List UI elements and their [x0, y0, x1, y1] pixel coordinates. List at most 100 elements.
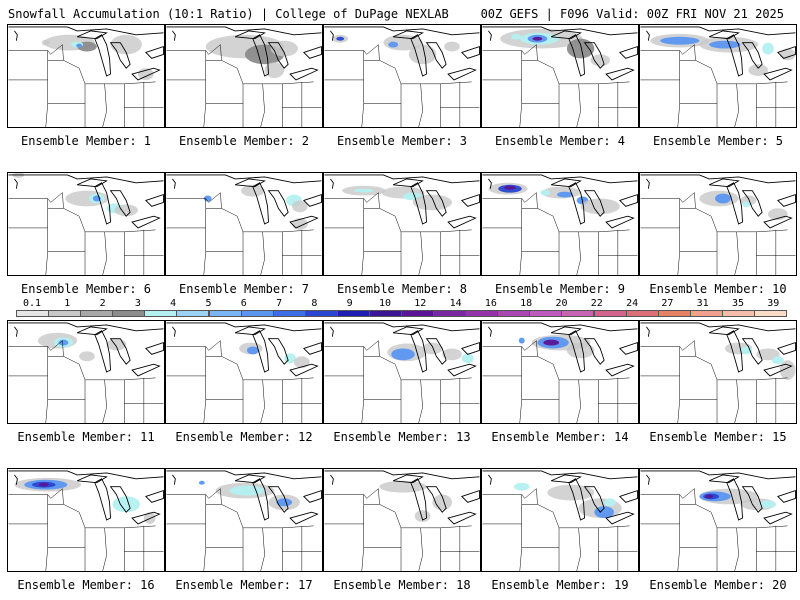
lake-outline: [550, 474, 582, 484]
state-border: [102, 83, 107, 127]
lake-outline: [8, 470, 164, 480]
snowfall-contour: [557, 191, 573, 198]
lake-outline: [267, 338, 289, 365]
state-border: [734, 231, 739, 275]
lake-outline: [8, 26, 164, 36]
lake-outline: [461, 341, 480, 355]
state-border: [361, 547, 364, 571]
state-border: [578, 525, 630, 529]
legend-tick-label: 2: [99, 298, 106, 309]
lake-outline: [303, 193, 322, 207]
state-border: [166, 198, 209, 203]
state-border: [205, 79, 244, 104]
lake-outline: [94, 330, 111, 373]
lake-outline: [583, 190, 605, 217]
snowfall-contour: [264, 62, 285, 78]
state-border: [694, 192, 718, 252]
state-border: [203, 399, 206, 423]
lake-outline: [324, 322, 480, 332]
state-border: [418, 231, 423, 275]
lake-outline: [646, 178, 650, 189]
snowfall-contour: [110, 34, 142, 55]
state-border: [366, 488, 379, 499]
state-border: [418, 379, 423, 423]
snowfall-contour: [760, 500, 776, 509]
legend-swatch: [561, 310, 595, 317]
snowfall-contour: [705, 494, 714, 499]
state-border: [640, 346, 680, 377]
snowfall-contour: [779, 48, 796, 61]
ensemble-member-map: [323, 172, 481, 276]
lake-outline: [741, 486, 763, 513]
lake-outline: [763, 511, 793, 525]
state-border: [640, 494, 680, 525]
state-border: [45, 399, 48, 423]
state-border: [324, 346, 367, 351]
lake-outline: [267, 42, 289, 69]
state-border: [482, 346, 525, 351]
legend-tick-label: 16: [484, 298, 497, 309]
lake-outline: [619, 489, 638, 503]
snowfall-contour: [292, 200, 308, 213]
lake-outline: [252, 182, 269, 225]
state-border: [694, 488, 718, 548]
snowfall-map: [324, 174, 480, 275]
lake-outline: [234, 474, 266, 484]
snowfall-map: [324, 322, 480, 423]
snowfall-contour: [510, 33, 521, 40]
state-border: [50, 44, 63, 55]
lake-outline: [166, 26, 322, 36]
snowfall-contour: [756, 348, 780, 361]
lake-outline: [741, 338, 763, 365]
state-border: [482, 198, 522, 229]
lake-outline: [726, 34, 743, 77]
legend-tick-label: 39: [767, 298, 780, 309]
lake-outline: [14, 178, 18, 189]
ensemble-member-label: Ensemble Member: 9: [494, 282, 626, 296]
state-border: [482, 494, 525, 499]
state-border: [378, 340, 402, 400]
lake-outline: [568, 34, 585, 77]
state-border: [8, 50, 51, 55]
lake-outline: [392, 474, 424, 484]
lake-outline: [172, 30, 176, 41]
state-border: [62, 44, 86, 104]
legend-swatch: [144, 310, 178, 317]
state-border: [536, 488, 560, 548]
snowfall-contour: [709, 40, 741, 49]
lake-outline: [234, 326, 266, 336]
snowfall-contour: [114, 204, 138, 217]
lake-outline: [267, 486, 289, 513]
state-border: [208, 340, 221, 351]
state-border: [260, 527, 265, 571]
lake-outline: [488, 474, 492, 485]
state-border: [205, 227, 244, 252]
state-border: [8, 198, 51, 203]
state-border: [324, 494, 367, 499]
state-border: [482, 198, 525, 203]
state-border: [220, 488, 244, 548]
lake-outline: [303, 489, 322, 503]
legend-tick-label: 1: [64, 298, 71, 309]
legend-swatch: [497, 310, 531, 317]
state-border: [47, 79, 86, 104]
lake-outline: [619, 193, 638, 207]
ensemble-member-map: [639, 320, 797, 424]
lake-outline: [252, 478, 269, 521]
lake-outline: [289, 215, 319, 229]
snowfall-contour: [79, 351, 95, 362]
lake-outline: [324, 470, 480, 480]
state-border: [62, 340, 86, 400]
state-border: [418, 527, 423, 571]
lake-outline: [482, 470, 638, 480]
lake-outline: [410, 478, 427, 521]
state-border: [576, 527, 581, 571]
snowfall-contour: [660, 36, 700, 45]
snowfall-contour: [143, 512, 156, 524]
state-border: [363, 227, 402, 252]
lake-outline: [708, 30, 740, 40]
lake-outline: [330, 326, 334, 337]
snowfall-map: [640, 174, 796, 275]
ensemble-member-map: [7, 320, 165, 424]
state-border: [736, 525, 788, 529]
